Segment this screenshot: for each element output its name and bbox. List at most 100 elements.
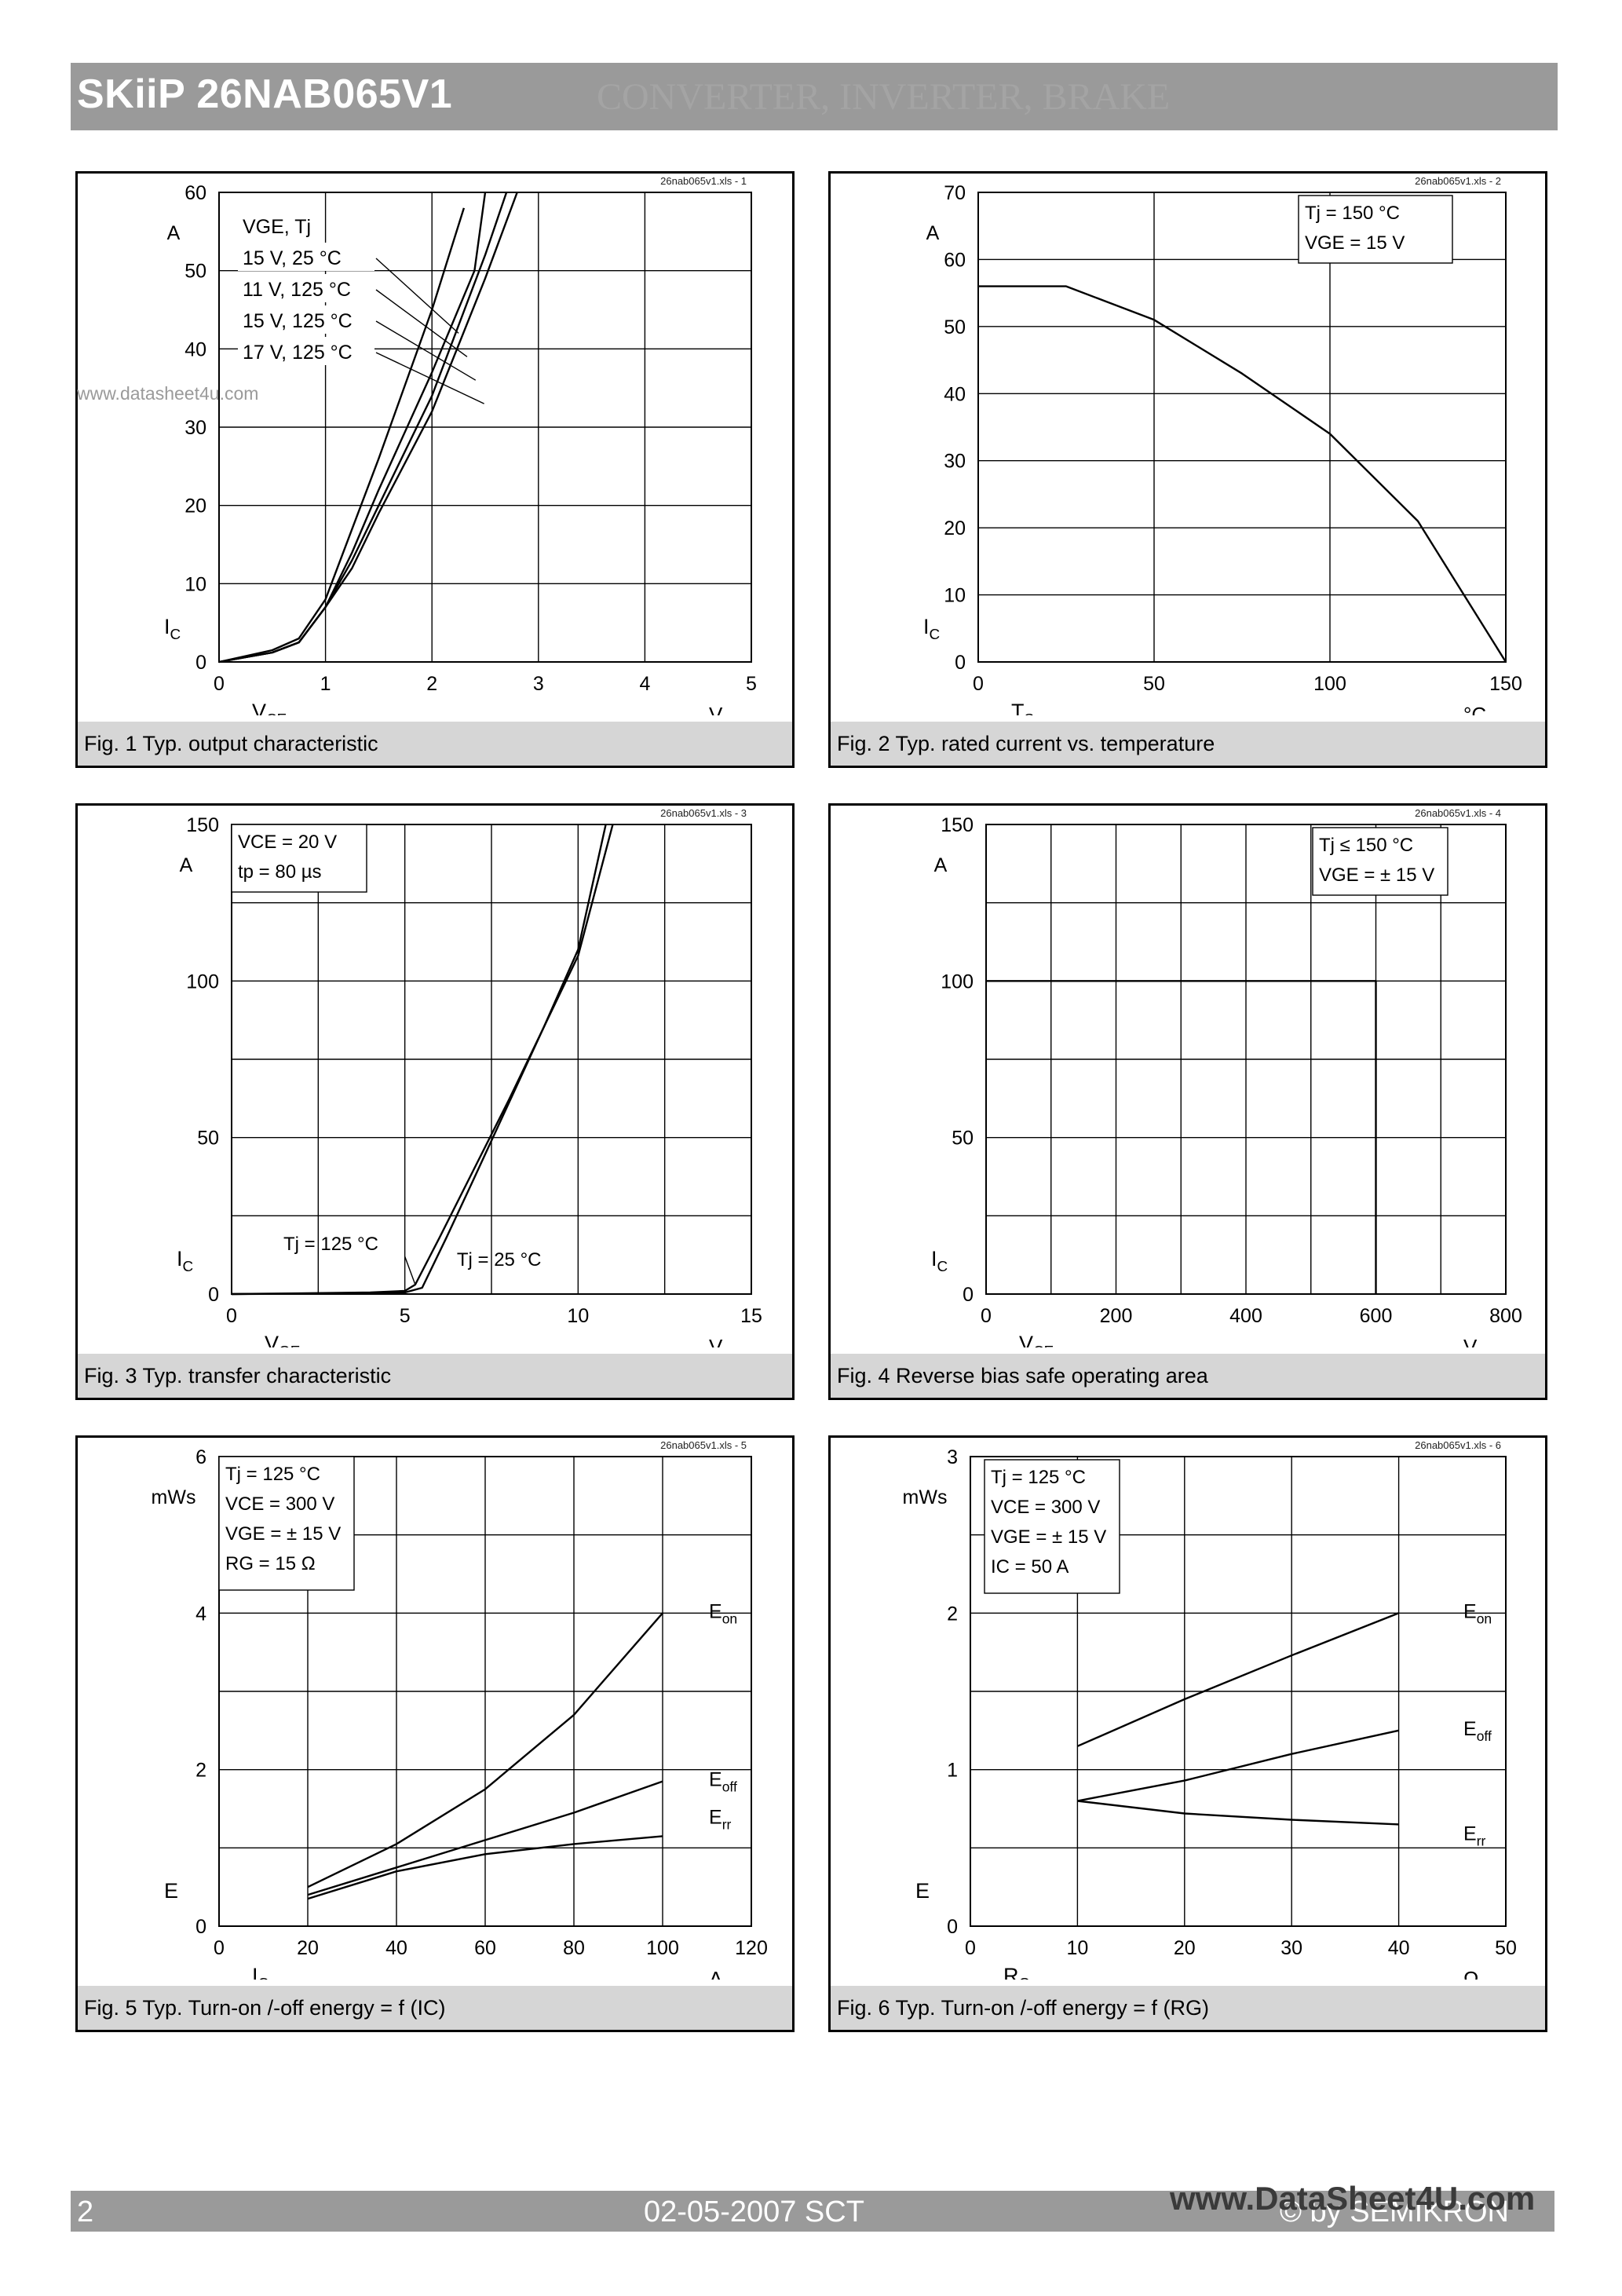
fig5-x-tick-1: 20 [297, 1937, 319, 1959]
fig1-series-3 [218, 192, 518, 664]
fig1-legend-leader-2 [375, 320, 477, 381]
fig4-x-tick-3: 600 [1360, 1305, 1393, 1327]
fig5-plot-frame [218, 1456, 752, 1927]
fig1-legend-header: VGE, Tj [243, 216, 311, 238]
fig5-x-tick-4: 80 [563, 1937, 585, 1959]
figure-2-chart: 26nab065v1.xls - 2 0 50 100 150 0 10 20 30 40 50 60… [923, 175, 1522, 715]
fig6-condition-3: IC = 50 A [991, 1556, 1069, 1578]
fig6-y-tick-0: 0 [947, 1916, 958, 1938]
fig3-y-unit: A [180, 854, 193, 876]
fig6-plot-frame [970, 1456, 1507, 1927]
footer-date: 02-05-2007 SCT [644, 2195, 864, 2228]
fig5-condition-3: RG = 15 Ω [225, 1553, 316, 1574]
fig2-x-tick-0: 0 [973, 673, 984, 695]
footer-copyright: © by SEMIKRON [1280, 2195, 1509, 2228]
fig6-y-label: E [915, 1879, 930, 1903]
figure-4-caption: Fig. 4 Reverse bias safe operating area [831, 1354, 1545, 1398]
fig2-x-label: TS [1011, 700, 1034, 715]
fig4-y-label: IC [931, 1247, 948, 1275]
fig5-x-tick-3: 60 [474, 1937, 496, 1959]
fig5-y-tick-1: 2 [195, 1760, 206, 1782]
fig3-y-tick-1: 50 [197, 1128, 219, 1150]
fig3-conditions-box [231, 824, 367, 893]
fig2-y-tick-6: 60 [944, 249, 966, 271]
fig3-series-0 [231, 824, 614, 1296]
fig5-file-ref: 26nab065v1.xls - 5 [660, 1439, 747, 1451]
fig5-condition-0: Tj = 125 °C [225, 1464, 320, 1485]
fig1-series-0 [218, 207, 466, 664]
fig4-y-tick-2: 100 [941, 971, 974, 993]
fig2-x-unit: °C [1463, 703, 1486, 715]
fig3-series-1 [231, 824, 607, 1296]
figure-3-panel: 26nab065v1.xls - 3051015050100150VGEVICA… [75, 803, 795, 1400]
fig6-series-label-1: Eoff [1463, 1718, 1492, 1744]
fig6-x-tick-1: 10 [1066, 1937, 1088, 1959]
fig5-x-tick-0: 0 [214, 1937, 225, 1959]
fig4-x-tick-0: 0 [981, 1305, 992, 1327]
fig4-x-tick-2: 400 [1229, 1305, 1262, 1327]
fig6-series-label-2: Err [1463, 1823, 1486, 1848]
fig5-condition-2: VGE = ± 15 V [225, 1523, 341, 1545]
fig1-legend-leader-0 [375, 258, 459, 334]
fig3-x-unit: V [709, 1335, 723, 1347]
fig1-y-tick-0: 0 [195, 652, 206, 674]
fig3-x-tick-1: 5 [400, 1305, 411, 1327]
figure-2-panel: 26nab065v1.xls - 2 0 50 100 150 0 10 20 30 40 50 60… [828, 171, 1547, 768]
fig3-x-tick-3: 15 [740, 1305, 762, 1327]
fig6-condition-1: VCE = 300 V [991, 1497, 1100, 1518]
page-subtitle: CONVERTER, INVERTER, BRAKE [597, 76, 1171, 118]
fig3-condition-1: tp = 80 µs [238, 861, 322, 883]
fig5-x-tick-5: 100 [646, 1937, 679, 1959]
fig6-y-unit: mWs [903, 1486, 948, 1508]
fig2-x-tick-1: 50 [1143, 673, 1165, 695]
fig2-x-tick-3: 150 [1489, 673, 1522, 695]
fig5-series-2 [307, 1835, 663, 1900]
fig3-x-tick-2: 10 [567, 1305, 589, 1327]
fig1-legend-bg-0 [238, 243, 374, 271]
fig1-x-tick-3: 3 [533, 673, 544, 695]
fig1-x-tick-5: 5 [746, 673, 757, 695]
fig5-series-0 [307, 1612, 663, 1888]
fig1-y-tick-4: 40 [184, 338, 206, 360]
fig2-condition-1: VGE = 15 V [1305, 232, 1405, 254]
fig6-series-1 [1077, 1729, 1399, 1802]
fig2-series-0 [978, 285, 1507, 663]
fig1-x-tick-2: 2 [426, 673, 437, 695]
fig2-y-tick-1: 10 [944, 585, 966, 607]
figure-5-chart: 26nab065v1.xls - 5 0 20 40 60 80 100 120 0 2 4 6 IC A… [152, 1439, 768, 1980]
fig3-y-tick-0: 0 [208, 1284, 219, 1306]
footer-bar: 2 02-05-2007 SCT © by SEMIKRON [71, 2191, 1554, 2232]
fig5-x-label: IC [252, 1964, 269, 1980]
fig1-x-label: VCE [252, 700, 287, 715]
fig4-file-ref: 26nab065v1.xls - 4 [1415, 807, 1501, 819]
fig1-legend-item-0: 15 V, 25 °C [243, 247, 342, 269]
fig6-file-ref: 26nab065v1.xls - 6 [1415, 1439, 1501, 1451]
fig3-annotation-0: Tj = 125 °C [283, 1234, 378, 1255]
figure-6-chart: 26nab065v1.xls - 6 0 10 20 30 40 50 0 1 2 3 RG Ω EmWs… [903, 1439, 1517, 1980]
fig5-x-unit: A [709, 1967, 723, 1980]
fig4-x-tick-1: 200 [1100, 1305, 1133, 1327]
fig3-y-tick-3: 150 [186, 814, 219, 836]
fig6-x-label: RG [1003, 1964, 1030, 1980]
fig5-series-1 [307, 1780, 663, 1896]
fig2-plot-frame [977, 192, 1507, 663]
fig4-x-tick-4: 800 [1489, 1305, 1522, 1327]
fig2-y-tick-7: 70 [944, 182, 966, 204]
fig6-series-0 [1076, 1612, 1400, 1747]
fig5-series-label-2: Err [709, 1806, 732, 1832]
fig4-y-tick-1: 50 [952, 1128, 974, 1150]
fig6-y-tick-2: 2 [947, 1603, 958, 1625]
figure-4-panel: 26nab065v1.xls - 4 0 200 400 600 800 0 50 100 150… [828, 803, 1547, 1400]
fig6-x-tick-2: 20 [1174, 1937, 1196, 1959]
fig5-condition-1: VCE = 300 V [225, 1493, 334, 1515]
fig6-y-tick-1: 1 [947, 1760, 958, 1782]
fig2-y-unit: A [926, 222, 940, 244]
fig4-x-unit: V [1463, 1335, 1478, 1347]
fig1-x-tick-1: 1 [320, 673, 331, 695]
figure-6-caption: Fig. 6 Typ. Turn-on /-off energy = f (RG… [831, 1986, 1545, 2030]
fig6-x-tick-3: 30 [1280, 1937, 1302, 1959]
fig2-x-tick-2: 100 [1313, 673, 1346, 695]
fig4-condition-0: Tj ≤ 150 °C [1319, 835, 1413, 856]
fig2-y-tick-3: 30 [944, 451, 966, 473]
fig4-y-unit: A [934, 854, 948, 876]
